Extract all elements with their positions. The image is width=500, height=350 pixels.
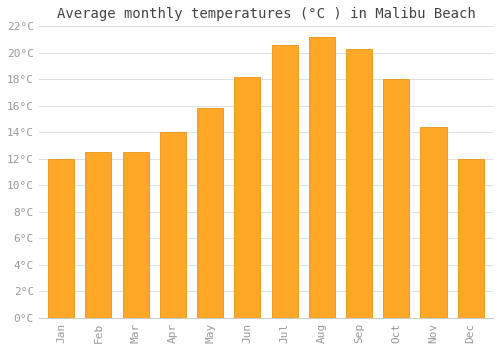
Bar xyxy=(86,152,112,318)
Bar xyxy=(383,79,409,318)
Bar xyxy=(160,132,186,318)
Title: Average monthly temperatures (°C ) in Malibu Beach: Average monthly temperatures (°C ) in Ma… xyxy=(56,7,476,21)
Bar xyxy=(308,37,335,318)
Bar xyxy=(420,127,446,318)
Bar xyxy=(458,159,483,318)
Bar xyxy=(272,45,297,318)
Bar xyxy=(48,159,74,318)
Bar xyxy=(346,49,372,318)
Bar xyxy=(234,77,260,318)
Bar xyxy=(197,108,223,318)
Bar xyxy=(122,152,148,318)
